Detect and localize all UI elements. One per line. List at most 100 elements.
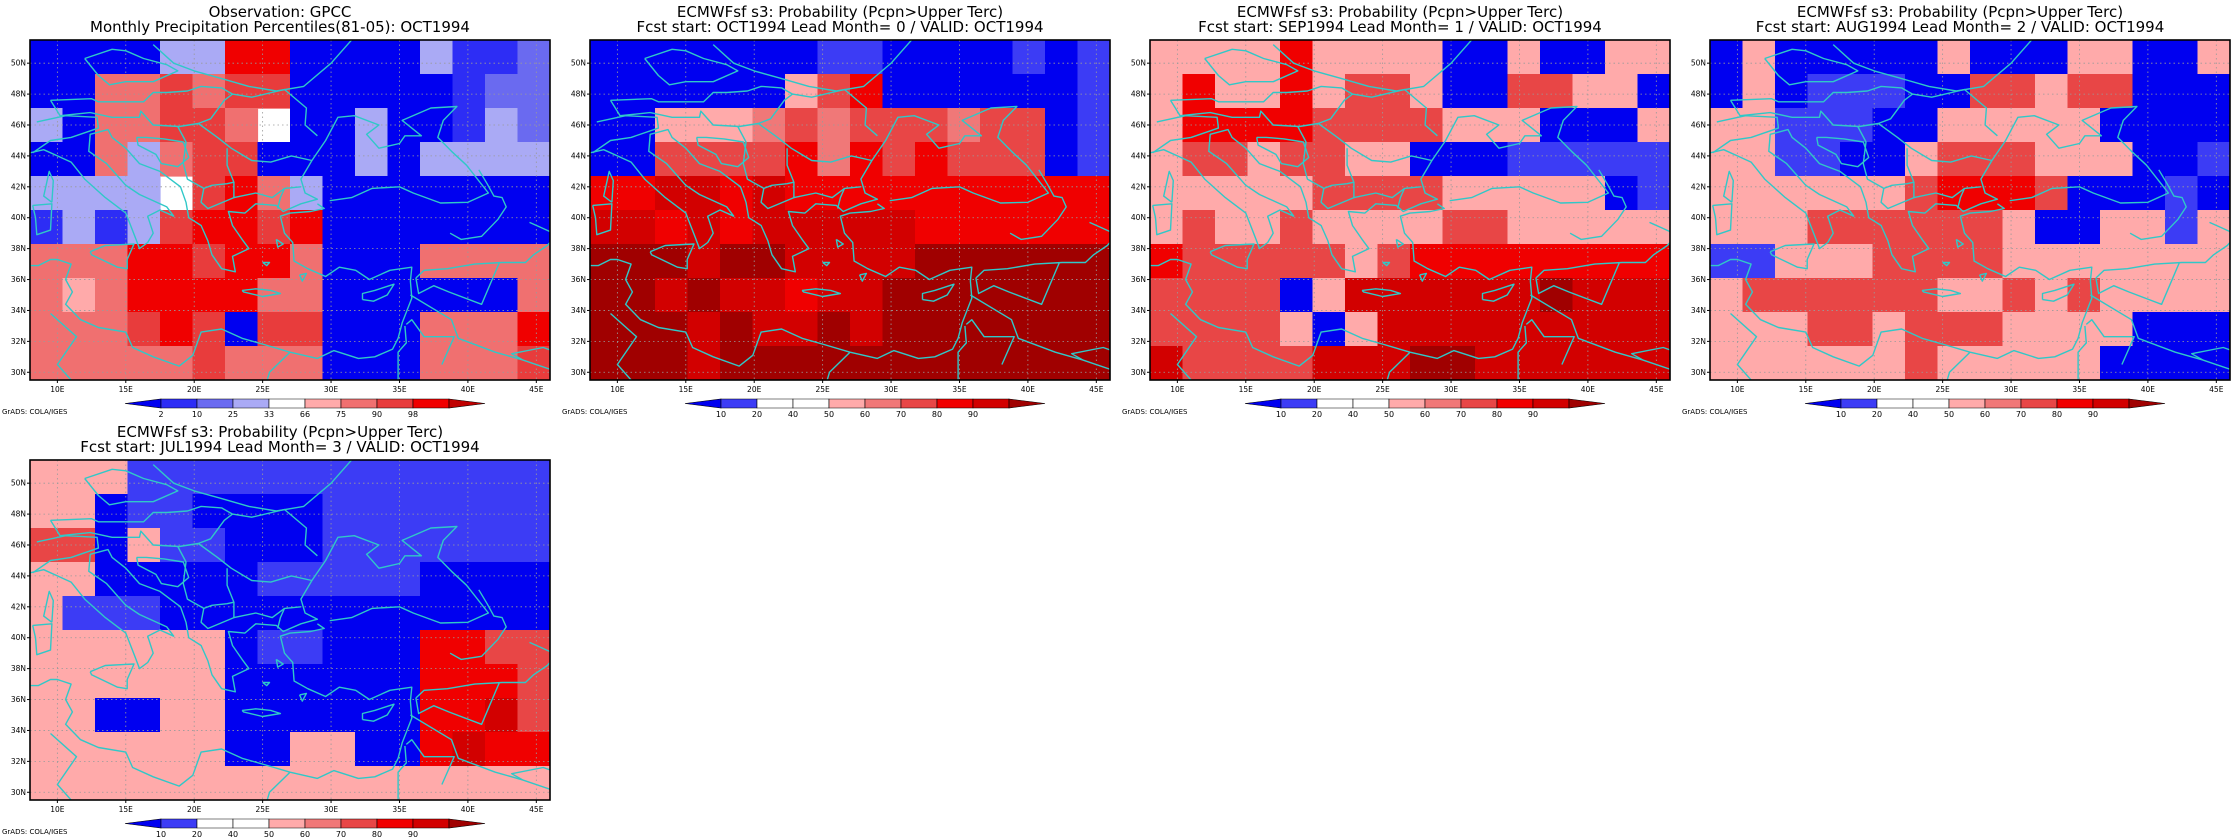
grid-cell xyxy=(1012,346,1046,380)
coastline xyxy=(837,188,846,209)
grid-cell xyxy=(947,278,981,313)
colorbar-label: 40 xyxy=(228,830,238,839)
grid-cell xyxy=(1312,142,1346,177)
grid-cell xyxy=(1807,74,1841,109)
grid-cell xyxy=(2067,210,2101,245)
grid-cell xyxy=(1312,74,1346,109)
grid-cell xyxy=(485,732,519,767)
grid-cell xyxy=(1775,244,1809,279)
coastline xyxy=(32,203,53,236)
colorbar-label: 80 xyxy=(1492,410,1502,419)
grid-cell xyxy=(517,74,550,109)
grid-cell xyxy=(1872,176,1906,211)
grid-cell xyxy=(2100,176,2134,211)
grid-cell xyxy=(1605,312,1639,347)
coastline xyxy=(511,766,550,781)
coastline xyxy=(177,126,235,190)
grid-cell xyxy=(1572,176,1606,211)
lon-tick-label: 35E xyxy=(952,385,967,394)
map-frame xyxy=(29,459,551,801)
graticule xyxy=(1710,40,2230,380)
coastline xyxy=(1857,126,1915,190)
grid-cell xyxy=(322,346,356,380)
lon-tick-label: 40E xyxy=(461,385,476,394)
coastline xyxy=(177,546,235,610)
grid-cell xyxy=(355,40,389,75)
grid-cell xyxy=(915,346,949,380)
grid-cell xyxy=(915,278,949,313)
coastline xyxy=(397,325,407,380)
grid-cell xyxy=(355,528,389,563)
grid-cell xyxy=(1507,74,1541,109)
grid-cell xyxy=(2132,74,2166,109)
coastlines xyxy=(30,40,550,380)
grid-cell xyxy=(1742,346,1776,380)
grid-cell xyxy=(2100,278,2134,313)
shaded-cells xyxy=(590,40,1110,380)
grid-cell xyxy=(980,176,1014,211)
grid-cell xyxy=(1410,346,1444,380)
coastline xyxy=(277,188,286,209)
grid-cell xyxy=(1045,142,1079,177)
map-figure: ECMWFsf s3: Probability (Pcpn>Upper Terc… xyxy=(2,423,551,839)
coastline xyxy=(50,312,78,380)
coastline xyxy=(737,126,795,190)
grid-cell xyxy=(1572,210,1606,245)
coastline xyxy=(1517,325,1527,380)
grid-cell xyxy=(752,346,786,380)
colorbar-label: 10 xyxy=(1836,410,1846,419)
grid-cell xyxy=(687,74,721,109)
grid-cell xyxy=(1475,346,1509,380)
grid-cell xyxy=(387,142,421,177)
coastline xyxy=(649,243,695,270)
grid-cell xyxy=(1872,278,1906,313)
grid-cell xyxy=(720,210,754,245)
grid-cell xyxy=(980,210,1014,245)
colorbar-label: 60 xyxy=(1980,410,1990,419)
grid-cell xyxy=(1410,278,1444,313)
grid-cell xyxy=(517,210,550,245)
grid-cell xyxy=(1872,244,1906,279)
colorbar-segment xyxy=(1876,398,1914,409)
coastline xyxy=(1710,203,2093,367)
grid-cell xyxy=(192,460,226,495)
grid-cell xyxy=(980,244,1014,279)
grid-cell xyxy=(62,210,96,245)
grid-cell xyxy=(1507,40,1541,75)
grid-cell xyxy=(355,732,389,767)
grid-cell xyxy=(2132,142,2166,177)
coastline xyxy=(603,170,614,203)
grid-cell xyxy=(192,176,226,211)
grid-cell xyxy=(355,698,389,733)
grid-cell xyxy=(1012,312,1046,347)
colorbar-label: 80 xyxy=(372,830,382,839)
grid-cell xyxy=(160,630,194,665)
colorbar-label: 2 xyxy=(158,410,163,419)
colorbar-segment xyxy=(1532,398,1570,409)
lon-tick-label: 10E xyxy=(1170,385,1185,394)
grid-cell xyxy=(1905,346,1939,380)
grid-cell xyxy=(2132,312,2166,347)
grid-cell xyxy=(62,142,96,177)
coastline xyxy=(1957,188,1966,209)
coastline xyxy=(200,602,235,630)
grid-cell xyxy=(2100,108,2134,143)
grid-cell xyxy=(622,210,656,245)
coastline xyxy=(49,505,234,548)
grid-cell xyxy=(622,346,656,380)
grid-cell xyxy=(1410,74,1444,109)
coastline xyxy=(275,658,284,668)
grid-cell xyxy=(1775,40,1809,75)
colorbar-segment xyxy=(376,818,414,829)
grid-cell xyxy=(127,732,161,767)
grid-cell xyxy=(95,210,129,245)
grid-cell xyxy=(687,244,721,279)
grid-cell xyxy=(485,460,519,495)
coastline xyxy=(1317,122,1433,163)
coastline xyxy=(449,589,507,661)
coastline xyxy=(1955,238,1964,248)
grid-cell xyxy=(420,244,454,279)
grid-cell xyxy=(850,210,884,245)
grid-cell xyxy=(1540,74,1574,109)
grid-cell xyxy=(980,108,1014,143)
